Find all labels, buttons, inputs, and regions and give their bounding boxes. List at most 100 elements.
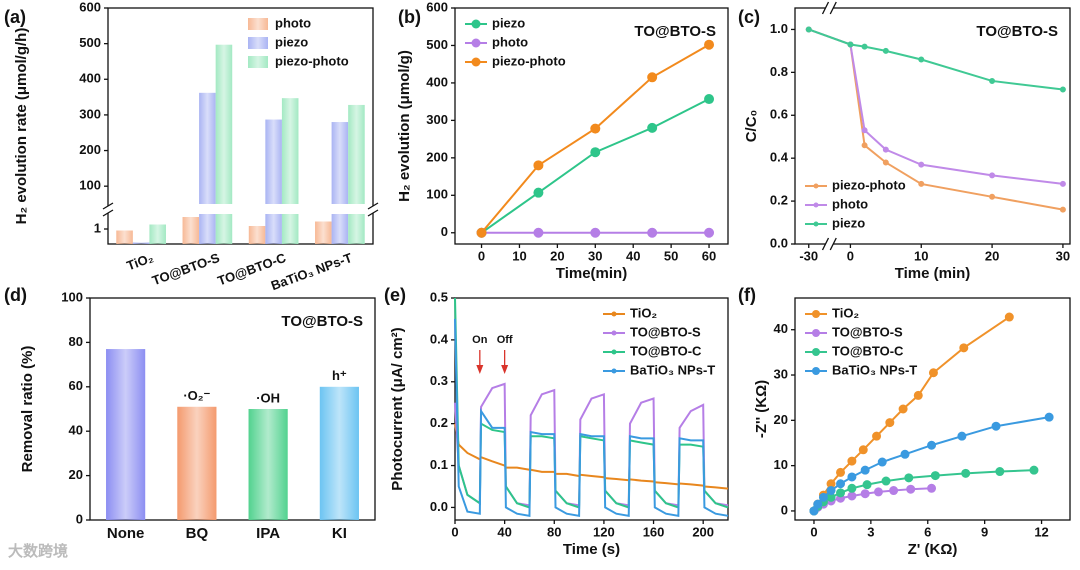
data-point (1059, 180, 1066, 187)
data-point (898, 404, 908, 414)
series-line (454, 423, 729, 490)
plot-frame (454, 7, 729, 245)
x-tick-label: BQ (186, 525, 209, 542)
data-point (590, 123, 601, 134)
data-point (989, 193, 996, 200)
legend-label: TO@BTO-C (630, 343, 702, 358)
data-point (1029, 465, 1039, 475)
y-tick-label: 0.5 (430, 289, 448, 304)
data-point (927, 483, 937, 493)
data-point (826, 486, 836, 496)
data-point (1044, 412, 1054, 422)
legend-swatch (248, 18, 268, 30)
y-tick-label: 20 (69, 467, 83, 482)
x-tick-label: IPA (256, 525, 280, 542)
plot-frame (107, 7, 374, 245)
axis-break-gap (106, 206, 375, 213)
axis-break-mark (102, 209, 114, 217)
series-line (454, 318, 729, 517)
y-tick-label: 0.0 (430, 499, 448, 514)
legend-label: photo (832, 196, 868, 211)
legend-swatch (813, 183, 819, 189)
legend-swatch (813, 202, 819, 208)
legend-swatch (248, 56, 268, 68)
bar (319, 386, 359, 520)
x-tick-label: 30 (588, 248, 602, 263)
bar (149, 224, 166, 244)
bar-annotation: h⁺ (332, 368, 347, 383)
data-point (882, 159, 889, 166)
y-tick-label: 40 (774, 321, 788, 336)
y-tick-label: 600 (426, 0, 448, 14)
y-tick-label: 400 (79, 71, 101, 86)
legend-label: BaTiO₃ NPs-T (630, 362, 715, 377)
y-tick-label: 20 (774, 412, 788, 427)
data-point (590, 227, 601, 238)
annotation: TO@BTO-S (281, 313, 363, 330)
x-tick-label: 0 (810, 524, 817, 539)
bar (265, 119, 282, 204)
legend-label: TO@BTO-S (630, 324, 701, 339)
data-point (927, 440, 937, 450)
series-line (480, 43, 710, 234)
bar (265, 214, 282, 244)
bar (281, 98, 299, 204)
x-tick-label: 3 (867, 524, 874, 539)
y-tick-label: 300 (79, 106, 101, 121)
data-point (847, 491, 857, 501)
legend-label: piezo-photo (275, 53, 349, 68)
y-tick-label: 400 (426, 74, 448, 89)
data-point (647, 227, 658, 238)
series-line (480, 98, 710, 234)
bar (348, 214, 365, 244)
panel-label: (c) (738, 7, 760, 27)
data-point (885, 418, 895, 428)
y-tick-label: 1.0 (770, 21, 788, 36)
y-tick-label: 0.4 (430, 331, 449, 346)
x-tick-label: TiO₂ (125, 250, 156, 273)
legend-swatch (813, 221, 819, 227)
bar (182, 217, 200, 244)
data-point (858, 445, 868, 455)
y-tick-label: 0 (441, 224, 448, 239)
x-tick-label: 40 (497, 524, 511, 539)
data-point (533, 187, 544, 198)
data-point (533, 227, 544, 238)
data-point (904, 473, 914, 483)
data-point (918, 180, 925, 187)
x-tick-label: 160 (643, 524, 665, 539)
y-tick-label: 0.2 (770, 193, 788, 208)
bar (215, 44, 233, 204)
data-point (918, 56, 925, 63)
y-tick-label: 300 (426, 112, 448, 127)
y-axis-label: Photocurrent (μA/ cm²) (389, 327, 406, 490)
data-point (889, 486, 899, 496)
bar (348, 104, 365, 204)
y-tick-label: 100 (61, 289, 83, 304)
data-point (805, 26, 812, 33)
y-tick-label: 0.1 (430, 457, 448, 472)
data-point (959, 343, 969, 353)
bar (248, 226, 266, 244)
axis-break-mark (829, 237, 837, 251)
bar (315, 221, 332, 244)
legend-label: TO@BTO-C (832, 343, 904, 358)
x-tick-label: KI (332, 525, 347, 542)
x-tick-label: 6 (924, 524, 931, 539)
legend-swatch (248, 37, 268, 49)
data-point (873, 487, 883, 497)
legend-label: piezo (832, 215, 865, 230)
y-tick-label: 0.3 (430, 373, 448, 388)
data-point (847, 472, 857, 482)
x-tick-label: 0 (478, 248, 485, 263)
legend-label: photo (275, 15, 311, 30)
axis-break-mark (821, 237, 830, 251)
legend-label: piezo-photo (492, 53, 566, 68)
data-point (881, 476, 891, 486)
y-tick-label: 600 (79, 0, 101, 14)
annotation-arrowhead (476, 365, 484, 374)
y-tick-label: 500 (426, 37, 448, 52)
y-axis-label: -Z'' (KΩ) (753, 380, 770, 438)
plot-frame (794, 7, 1071, 245)
x-tick-label: 10 (914, 248, 928, 263)
